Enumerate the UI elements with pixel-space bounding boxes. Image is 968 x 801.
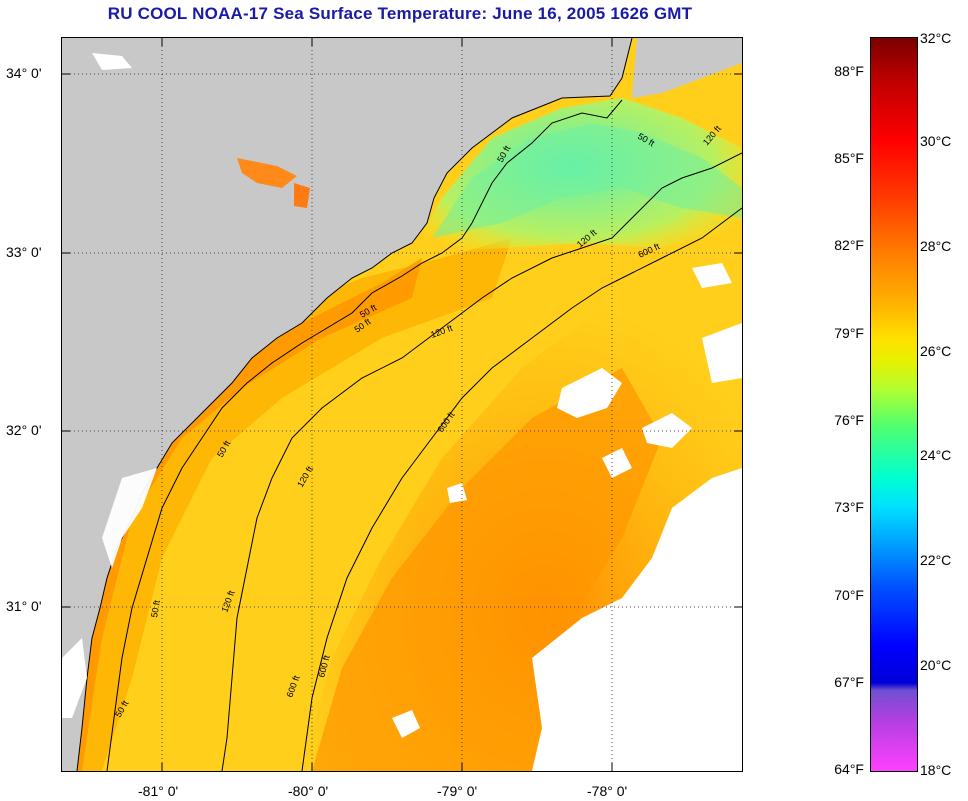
lat-label-32: 32° 0' (6, 422, 42, 438)
colorbar-f-label: 82°F (834, 237, 864, 253)
colorbar-c-label: 26°C (920, 343, 952, 359)
gulf-stream-core (312, 368, 662, 771)
inland-water-2 (294, 183, 310, 208)
colorbar-f-label: 76°F (834, 412, 864, 428)
colorbar-f-label: 88°F (834, 63, 864, 79)
colorbar-c-label: 28°C (920, 238, 952, 254)
sst-map: 50 ft 50 ft 120 ft 50 ft 120 ft 600 ft 5… (61, 37, 743, 772)
contour-120ft (221, 152, 742, 771)
colorbar-f-label: 70°F (834, 587, 864, 603)
colorbar-c-label: 22°C (920, 552, 952, 568)
coastline (76, 38, 633, 771)
sst-map-canvas: 50 ft 50 ft 120 ft 50 ft 120 ft 600 ft 5… (62, 38, 742, 771)
cloud-3 (702, 323, 742, 383)
cloud-2 (557, 368, 622, 418)
axis-ticks (62, 38, 742, 771)
cloud-5 (602, 448, 632, 478)
cloud-9 (102, 468, 157, 568)
lon-label-81: -81° 0' (138, 783, 179, 799)
lat-label-31: 31° 0' (6, 598, 42, 614)
colorbar-c-label: 20°C (920, 657, 952, 673)
lon-label-78: -78° 0' (587, 783, 628, 799)
colorbar-f-label: 64°F (834, 761, 864, 777)
inland-water-1 (237, 158, 297, 188)
cloud-4 (692, 263, 732, 288)
lon-label-79: -79° 0' (437, 783, 478, 799)
colorbar-f-label: 85°F (834, 150, 864, 166)
depth-contours (106, 99, 742, 771)
colorbar-f-label: 73°F (834, 499, 864, 515)
colorbar-c-label: 18°C (920, 762, 952, 778)
lon-label-80: -80° 0' (288, 783, 329, 799)
contour-600ft (301, 207, 742, 771)
colorbar-f-label: 79°F (834, 325, 864, 341)
colorbar-f-label: 67°F (834, 674, 864, 690)
colorbar-c-label: 30°C (920, 133, 952, 149)
inland-cloud-1 (92, 53, 132, 70)
land-mass (62, 38, 632, 771)
chart-title: RU COOL NOAA-17 Sea Surface Temperature:… (107, 4, 693, 23)
cloud-8 (392, 710, 420, 738)
land-northeast (632, 38, 742, 98)
cloud-1 (532, 468, 742, 771)
contour-label: 50 ft (149, 599, 162, 618)
colorbar-c-label: 32°C (920, 30, 952, 46)
lat-label-33: 33° 0' (6, 244, 42, 260)
lat-label-34: 34° 0' (6, 65, 42, 81)
temperature-colorbar (870, 37, 918, 772)
colorbar-c-label: 24°C (920, 447, 952, 463)
cloud-10 (62, 638, 87, 718)
contour-50ft (106, 99, 623, 771)
graticule (62, 38, 742, 771)
cool-shelf-core (432, 123, 742, 238)
